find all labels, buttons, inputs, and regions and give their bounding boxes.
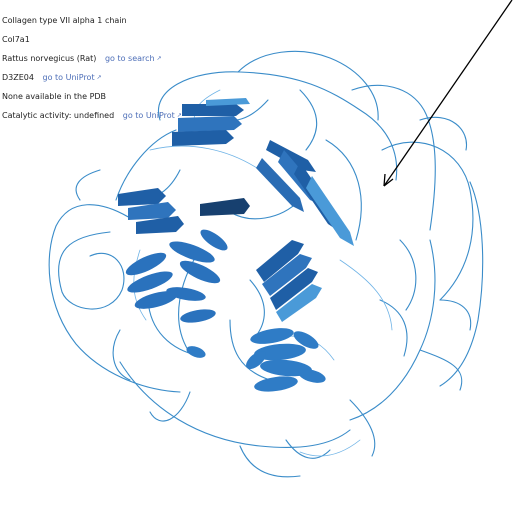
beta-sheet-right (256, 140, 354, 246)
info-row-name: Collagen type VII alpha 1 chain (2, 16, 182, 26)
info-row-accession: D3ZE04 go to UniProt ↗ (2, 73, 182, 83)
external-link-icon: ↗ (156, 55, 162, 62)
beta-sheet-top (172, 98, 250, 146)
protein-info-panel: Collagen type VII alpha 1 chain Col7a1 R… (2, 16, 182, 130)
info-row-pdb: None available in the PDB (2, 92, 182, 102)
catalytic-activity: Catalytic activity: undefined (2, 111, 115, 120)
helix-cluster-left (125, 229, 228, 323)
uniprot-link[interactable]: go to UniProt ↗ (43, 73, 102, 82)
external-link-icon: ↗ (176, 112, 182, 119)
organism-search-link-label: go to search (104, 54, 155, 63)
pdb-status: None available in the PDB (2, 92, 107, 101)
info-row-organism: Rattus norvegicus (Rat) go to search ↗ (2, 54, 182, 64)
beta-sheet-center (256, 240, 322, 322)
activity-uniprot-link[interactable]: go to UniProt ↗ (123, 111, 182, 120)
protein-name: Collagen type VII alpha 1 chain (2, 16, 127, 25)
activity-uniprot-link-label: go to UniProt (122, 111, 175, 120)
gene-name: Col7a1 (2, 35, 30, 44)
info-row-activity: Catalytic activity: undefined go to UniP… (2, 111, 182, 121)
external-link-icon: ↗ (96, 74, 102, 81)
helix-cluster-bottom (186, 328, 326, 392)
accession-id: D3ZE04 (2, 73, 34, 82)
info-row-gene: Col7a1 (2, 35, 182, 45)
arrow-pointer-icon (383, 0, 513, 187)
organism-name: Rattus norvegicus (Rat) (2, 54, 97, 63)
beta-sheet-left (118, 188, 250, 234)
uniprot-link-label: go to UniProt (42, 73, 95, 82)
organism-search-link[interactable]: go to search ↗ (105, 54, 162, 63)
